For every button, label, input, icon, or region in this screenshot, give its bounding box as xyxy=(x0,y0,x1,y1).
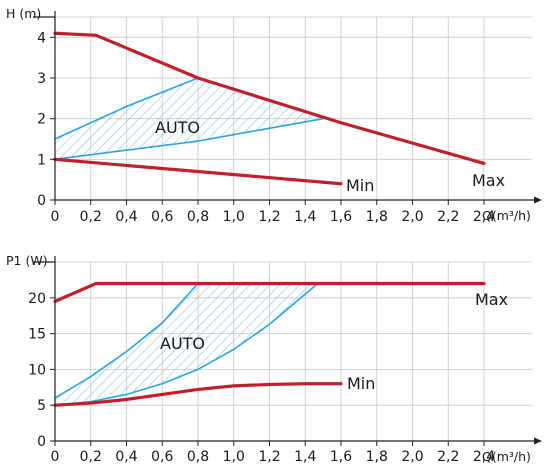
x-axis-arrow xyxy=(534,437,542,445)
series-line-max xyxy=(53,31,486,165)
x-tick-label: 1,2 xyxy=(258,449,280,465)
y-tick-label: 1 xyxy=(37,152,46,168)
x-tick-label: 1,0 xyxy=(223,449,245,465)
x-tick-label: 0,8 xyxy=(187,449,209,465)
auto-lower-line xyxy=(54,117,324,161)
series-label-min: Min xyxy=(346,176,374,195)
head-chart: Max Min AUTO 0 0,2 0,4 0,6 0,8 1,0 1,2 1,4 1,6 1,8 2,… xyxy=(6,6,542,225)
x-tick-label: 1,6 xyxy=(330,449,352,465)
auto-region-hatch xyxy=(55,78,324,160)
x-tick-label: 0,4 xyxy=(115,449,137,465)
x-tick-label: 2,2 xyxy=(437,449,459,465)
y-axis-title: P1 (W) xyxy=(6,253,48,268)
y-tick-label: 0 xyxy=(37,193,46,209)
y-axis-title: H (m) xyxy=(6,6,41,21)
x-tick-label: 0,2 xyxy=(80,209,102,225)
x-tick-label: 1,0 xyxy=(223,209,245,225)
x-tick-label: 1,2 xyxy=(258,209,280,225)
y-tick-label: 0 xyxy=(37,434,46,450)
y-tick-label: 5 xyxy=(37,398,46,414)
y-tick-label: 3 xyxy=(37,71,46,87)
x-axis-title: Q(m³/h) xyxy=(482,208,531,223)
y-tick-label: 15 xyxy=(28,327,46,343)
auto-region-hatch xyxy=(55,283,318,406)
y-tick-label: 10 xyxy=(28,362,46,378)
auto-upper-line xyxy=(54,77,199,140)
x-tick-label: 2,4 xyxy=(473,209,495,225)
x-tick-label: 1,4 xyxy=(294,449,316,465)
x-axis-arrow xyxy=(534,196,542,204)
x-tick-label: 2,4 xyxy=(473,449,495,465)
power-chart: Max Min AUTO 0 0,2 0,4 0,6 0,8 1,0 1,2 1,4 1,6 1,8 2,… xyxy=(6,253,542,465)
x-tick-label: 2,0 xyxy=(401,209,423,225)
auto-lower-line xyxy=(54,282,319,406)
x-tick-label: 2,2 xyxy=(437,209,459,225)
x-tick-label: 2,0 xyxy=(401,449,423,465)
y-tick-label: 20 xyxy=(28,291,46,307)
y-tick-label: 4 xyxy=(37,30,46,46)
series-label-min: Min xyxy=(347,374,375,393)
series-line-min xyxy=(53,157,343,186)
x-tick-label: 0,6 xyxy=(151,449,173,465)
auto-region-label: AUTO xyxy=(160,334,205,353)
x-tick-label: 1,4 xyxy=(294,209,316,225)
auto-upper-line xyxy=(54,282,199,399)
x-tick-label: 0,2 xyxy=(80,449,102,465)
series-label-max: Max xyxy=(472,171,505,190)
y-tick-label: 2 xyxy=(37,112,46,128)
x-tick-label: 1,8 xyxy=(366,209,388,225)
x-tick-label: 1,6 xyxy=(330,209,352,225)
x-tick-label: 1,8 xyxy=(366,449,388,465)
x-tick-label: 0,6 xyxy=(151,209,173,225)
x-axis-title: Q(m³/h) xyxy=(482,449,531,464)
x-tick-label: 0,8 xyxy=(187,209,209,225)
x-tick-label: 0,4 xyxy=(115,209,137,225)
x-tick-label: 0 xyxy=(51,209,60,225)
x-tick-label: 0 xyxy=(51,449,60,465)
auto-region-label: AUTO xyxy=(155,118,200,137)
series-line-min xyxy=(53,382,343,407)
series-label-max: Max xyxy=(475,290,508,309)
series-line-max xyxy=(53,281,486,303)
